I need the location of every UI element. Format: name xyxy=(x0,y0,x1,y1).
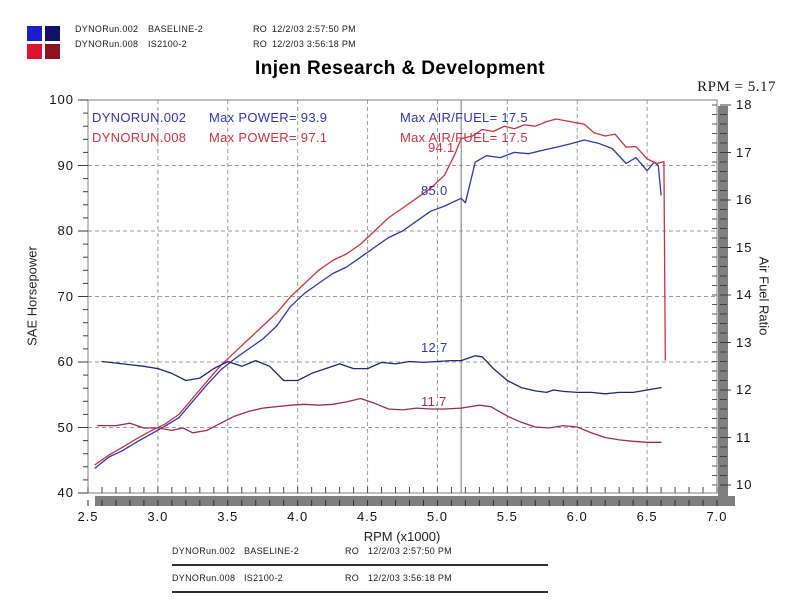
header-run-file-2: DYNORun.008 xyxy=(75,39,139,49)
footer-run-file-1: DYNORun.002 xyxy=(172,546,236,556)
legend-run1-power: Max POWER= 93.9 xyxy=(209,110,328,125)
hp-tick-label: 60 xyxy=(57,354,74,369)
header-run-datetime-2: 12/2/03 3:56:18 PM xyxy=(272,39,356,49)
footer-run-file-2: DYNORun.008 xyxy=(172,573,236,583)
gridlines xyxy=(88,100,717,493)
bottom-shadow-bar xyxy=(95,496,735,506)
footer-divider-1 xyxy=(172,564,548,566)
footer-run-datetime-2: 12/2/03 3:56:18 PM xyxy=(368,573,452,583)
right-shadow-bar xyxy=(718,106,728,506)
x-axis-title: RPM (x1000) xyxy=(363,529,441,544)
right-axis-title: Air Fuel Ratio xyxy=(756,256,772,336)
series-dynorun-008-air-fuel xyxy=(97,397,662,443)
x-tick-label: 4.0 xyxy=(287,509,309,524)
hp-tick-label: 100 xyxy=(49,92,74,107)
legend-run2-airfuel: Max AIR/FUEL= 17.5 xyxy=(400,130,528,145)
hp-tick-label: 90 xyxy=(57,157,74,173)
legend-run1-airfuel: Max AIR/FUEL= 17.5 xyxy=(400,110,528,125)
header-run-datetime-1: 12/2/03 2:57:50 PM xyxy=(272,24,356,34)
legend-run2-power: Max POWER= 97.1 xyxy=(209,130,328,145)
x-tick-label: 7.0 xyxy=(706,509,728,524)
cursor-airfuel-008-label: 11.7 xyxy=(421,394,447,409)
legend-run2-name: DYNORUN.008 xyxy=(92,130,187,145)
axis-ticks xyxy=(78,99,731,506)
header-run-config-2: IS2100-2 xyxy=(148,39,187,49)
x-tick-label: 2.5 xyxy=(77,509,99,524)
af-tick-label: 17 xyxy=(736,144,753,160)
plot-frame xyxy=(87,99,735,506)
footer-run-table: DYNORun.002 BASELINE-2 RO 12/2/03 2:57:5… xyxy=(0,540,800,610)
cursor-power-008-label: 94.1 xyxy=(428,140,455,155)
header-run-operator-2: RO xyxy=(253,39,268,49)
dynojet-logo xyxy=(27,26,60,59)
header-run-file-1: DYNORun.002 xyxy=(75,24,139,34)
x-tick-label: 5.0 xyxy=(426,509,448,524)
page-title: Injen Research & Development xyxy=(255,58,545,79)
x-tick-label: 3.0 xyxy=(147,509,169,524)
footer-run-operator-2: RO xyxy=(345,573,360,583)
cursor-airfuel-002-label: 12.7 xyxy=(421,340,448,355)
x-tick-label: 6.5 xyxy=(636,509,658,524)
logo-square-darkred xyxy=(45,44,60,59)
data-series xyxy=(94,118,666,469)
footer-run-config-1: BASELINE-2 xyxy=(244,546,300,556)
hp-tick-label: 70 xyxy=(57,288,74,304)
series-dynorun-002-power xyxy=(94,139,662,469)
af-tick-label: 16 xyxy=(736,192,753,207)
logo-square-red xyxy=(27,44,42,59)
af-tick-label: 13 xyxy=(736,334,753,350)
footer-run-datetime-1: 12/2/03 2:57:50 PM xyxy=(368,546,452,556)
hp-tick-label: 40 xyxy=(57,485,74,500)
logo-square-navy xyxy=(45,26,60,41)
hp-tick-label: 50 xyxy=(57,419,74,435)
cursor-rpm-readout: RPM = 5.17 xyxy=(697,79,776,95)
af-tick-label: 10 xyxy=(736,477,753,492)
x-tick-label: 3.5 xyxy=(217,509,239,524)
hp-tick-label: 80 xyxy=(57,223,74,238)
x-tick-label: 4.5 xyxy=(357,509,379,524)
footer-run-operator-1: RO xyxy=(345,546,360,556)
af-tick-label: 15 xyxy=(736,239,753,255)
left-axis-title: SAE Horsepower xyxy=(24,246,40,346)
logo-square-blue xyxy=(27,26,42,41)
footer-divider-2 xyxy=(172,591,548,593)
header: DYNORun.002 BASELINE-2 RO 12/2/03 2:57:5… xyxy=(0,0,800,59)
header-run-operator-1: RO xyxy=(253,24,268,34)
cursor-power-002-label: 85.0 xyxy=(421,183,448,198)
series-dynorun-008-power xyxy=(94,118,666,466)
header-run-config-1: BASELINE-2 xyxy=(148,24,204,34)
series-dynorun-002-air-fuel xyxy=(101,355,662,395)
footer-run-config-2: IS2100-2 xyxy=(244,573,283,583)
af-tick-label: 11 xyxy=(736,429,752,445)
x-tick-label: 6.0 xyxy=(566,509,588,524)
af-tick-label: 12 xyxy=(736,382,753,397)
af-tick-label: 18 xyxy=(736,97,753,112)
x-tick-label: 5.5 xyxy=(496,509,518,524)
legend-run1-name: DYNORUN.002 xyxy=(92,110,187,125)
